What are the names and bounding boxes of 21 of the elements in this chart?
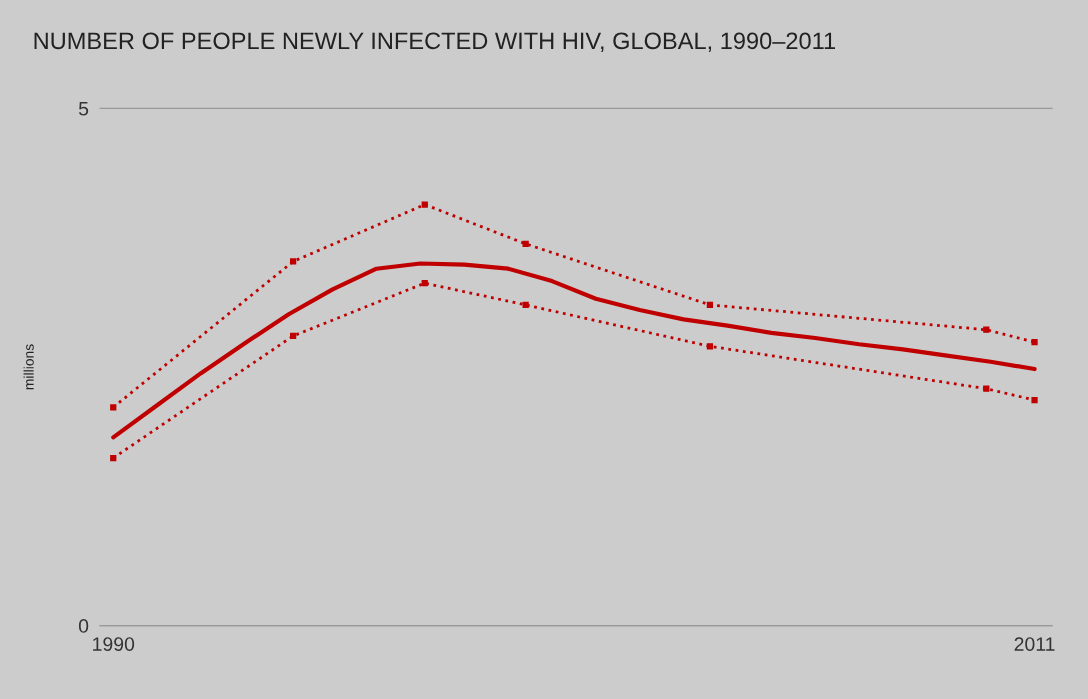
point (983, 385, 990, 392)
point (1031, 339, 1038, 346)
point (421, 280, 428, 287)
point (110, 454, 117, 462)
point (1031, 396, 1038, 404)
point (421, 201, 428, 208)
point (522, 240, 529, 247)
point (706, 343, 714, 350)
line-series (111, 261, 1037, 440)
point (706, 301, 714, 309)
x-tick-label: 1990 (93, 637, 135, 651)
point (983, 326, 990, 333)
x-tick-label: 2011 (1014, 637, 1055, 651)
chart-title: NUMBER OF PEOPLE NEWLY INFECTED WITH HIV, GLOBAL, 1990–2011 (34, 32, 836, 52)
y-tick-label: 5 (78, 102, 89, 116)
point (290, 258, 297, 265)
point (290, 332, 297, 340)
point (110, 404, 117, 411)
y-axis-title: millions (23, 344, 34, 390)
y-tick-label: 0 (78, 619, 89, 633)
point (522, 301, 529, 309)
